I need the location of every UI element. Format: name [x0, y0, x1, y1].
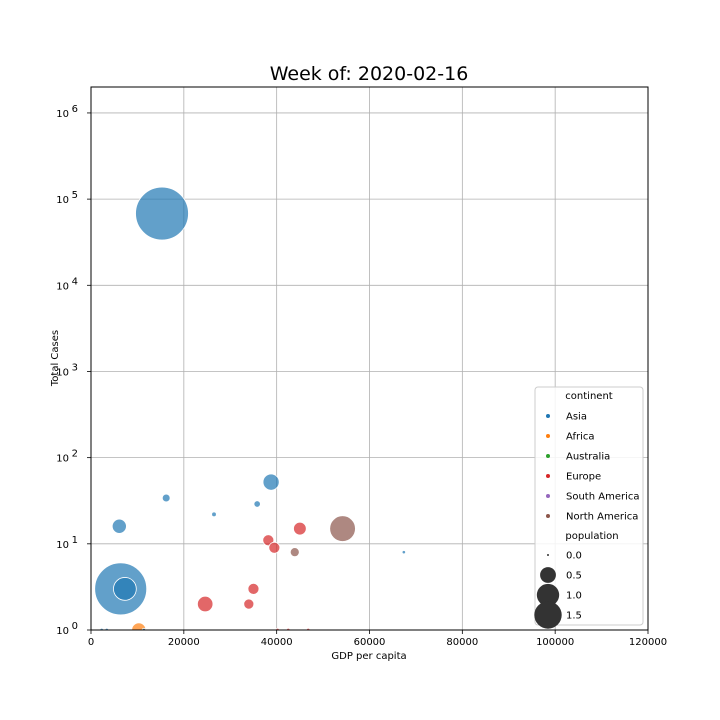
data-point-asia — [135, 186, 189, 241]
data-point-asia — [253, 500, 261, 508]
legend-label: Australia — [566, 452, 610, 463]
y-tick-label-base: 10 — [56, 454, 69, 465]
legend-size-title: population — [565, 531, 618, 542]
y-tick-label: 10 — [56, 626, 69, 637]
y-tick-label-exponent: 5 — [72, 190, 78, 201]
legend-size-label: 0.0 — [566, 551, 582, 562]
data-point-north-america — [329, 515, 356, 542]
legend-swatch — [546, 494, 550, 498]
y-tick-label: 10 — [56, 281, 69, 292]
legend-box — [534, 386, 644, 626]
data-point-africa — [131, 622, 147, 630]
legend: continent Asia Africa Australia Europe South… — [534, 386, 644, 629]
y-tick-label-exponent: 3 — [72, 362, 78, 373]
y-tick-label: 10 — [56, 540, 69, 551]
y-tick-label-exponent: 4 — [72, 276, 78, 287]
legend-swatch — [546, 474, 550, 478]
legend-label: Asia — [566, 412, 587, 423]
y-axis-label: Total Cases — [50, 330, 61, 387]
x-tick-label: 0 — [88, 637, 94, 648]
data-point-asia — [211, 511, 217, 518]
x-axis: 0 20000 40000 60000 80000 100000 120000 — [88, 630, 667, 648]
legend-hue-title: continent — [565, 391, 612, 402]
y-tick-label: 10 — [56, 195, 69, 206]
legend-size-marker — [540, 567, 556, 583]
x-tick-label: 40000 — [261, 637, 293, 648]
chart-title: Week of: 2020-02-16 — [270, 63, 469, 85]
legend-label: South America — [566, 492, 640, 503]
y-tick-label-base: 10 — [56, 626, 69, 637]
y-tick-label-exponent: 2 — [72, 449, 78, 460]
y-tick-label: 10 — [56, 367, 69, 378]
legend-swatch — [546, 414, 550, 418]
y-tick-label: 10 — [56, 109, 69, 120]
y-tick-label-exponent: 0 — [72, 621, 78, 632]
data-point-europe — [243, 598, 255, 610]
x-tick-label: 100000 — [536, 637, 574, 648]
data-point-asia — [111, 518, 127, 534]
y-tick-label-base: 10 — [56, 367, 69, 378]
legend-size-label: 1.0 — [566, 591, 582, 602]
data-point-asia — [161, 493, 171, 503]
legend-size-marker — [547, 554, 549, 556]
data-point-europe — [247, 582, 260, 595]
legend-size-label: 0.5 — [566, 571, 582, 582]
legend-size-marker — [534, 601, 562, 629]
data-point-europe — [293, 521, 307, 536]
x-tick-label: 20000 — [168, 637, 200, 648]
legend-label: North America — [566, 512, 638, 523]
y-tick-label-exponent: 1 — [72, 535, 78, 546]
x-tick-label: 120000 — [629, 637, 667, 648]
legend-swatch — [546, 514, 550, 518]
legend-size-entries: 0.0 0.5 1.0 1.5 — [534, 551, 582, 629]
legend-swatch — [546, 434, 550, 438]
y-tick-label-base: 10 — [56, 540, 69, 551]
x-tick-label: 60000 — [354, 637, 386, 648]
y-tick-label-base: 10 — [56, 109, 69, 120]
y-tick-label-exponent: 6 — [72, 104, 78, 115]
legend-label: Europe — [566, 472, 601, 483]
legend-swatch — [546, 454, 550, 458]
scatter-points — [94, 186, 406, 630]
legend-hue-entries: Asia Africa Australia Europe South America No… — [546, 412, 640, 523]
x-tick-label: 80000 — [446, 637, 478, 648]
y-tick-label-base: 10 — [56, 281, 69, 292]
legend-label: Africa — [566, 432, 595, 443]
x-axis-label: GDP per capita — [331, 651, 406, 662]
y-tick-label: 10 — [56, 454, 69, 465]
legend-size-label: 1.5 — [566, 611, 582, 622]
legend-size-marker — [536, 583, 560, 607]
data-point-asia — [262, 473, 280, 491]
data-point-asia — [113, 577, 137, 601]
data-point-north-america — [289, 547, 300, 558]
data-point-europe — [268, 541, 281, 554]
data-point-asia — [401, 550, 406, 555]
data-point-europe — [197, 595, 214, 613]
y-tick-label-base: 10 — [56, 195, 69, 206]
